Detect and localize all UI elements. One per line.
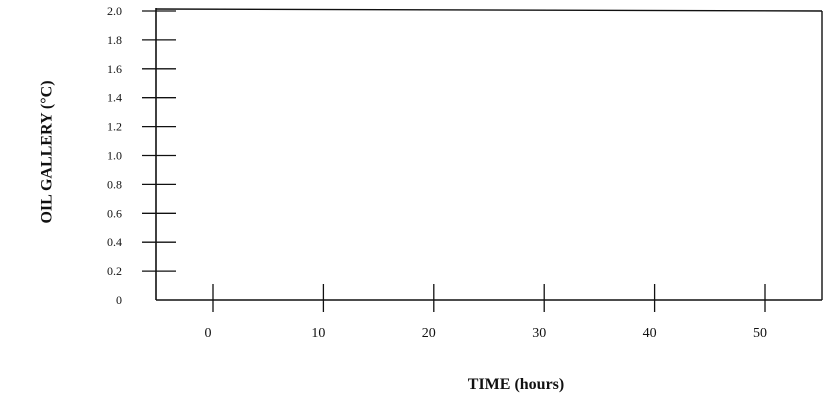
- y-tick-label: 0: [116, 293, 122, 307]
- x-tick-label: 0: [205, 326, 212, 341]
- y-tick-label: 0.4: [107, 235, 122, 249]
- y-tick-label: 1.0: [107, 149, 122, 163]
- y-tick-label: 1.2: [107, 120, 122, 134]
- x-axis-title: TIME (hours): [468, 376, 564, 393]
- y-tick-label: 0.6: [107, 206, 122, 220]
- top-frame-line: [155, 8, 823, 12]
- y-tick-label: 1.4: [107, 91, 122, 105]
- y-axis-ticks: 0 0.2 0.4 0.6 0.8 1.0 1.2 1.4 1.6 1.8 2.0: [107, 4, 176, 307]
- x-tick-label: 20: [422, 326, 436, 341]
- x-tick-label: 30: [532, 326, 546, 341]
- y-tick-label: 1.8: [107, 33, 122, 47]
- y-tick-label: 0.2: [107, 264, 122, 278]
- plot-frame: [155, 8, 823, 301]
- x-tick-label: 10: [311, 326, 325, 341]
- y-tick-label: 1.6: [107, 62, 122, 76]
- y-tick-label: 0.8: [107, 177, 122, 191]
- x-tick-label: 40: [643, 326, 657, 341]
- x-tick-label: 50: [753, 326, 767, 341]
- x-axis-ticks: 0 10 20 30 40 50: [205, 284, 767, 341]
- y-axis-title: OIL GALLERY (°C): [39, 80, 56, 223]
- y-tick-label: 2.0: [107, 4, 122, 18]
